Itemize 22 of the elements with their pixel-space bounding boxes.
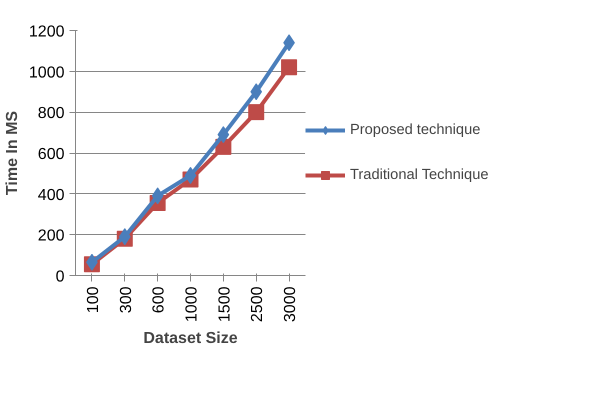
y-axis-title: Time In MS <box>4 110 21 196</box>
y-tick-label: 800 <box>38 105 65 122</box>
legend-label: Traditional Technique <box>350 167 489 183</box>
y-tick-label: 200 <box>38 228 65 245</box>
legend-label: Proposed technique <box>350 122 480 138</box>
y-tick-label: 600 <box>38 146 65 163</box>
x-tick-label: 300 <box>118 286 135 314</box>
y-tick-label: 1000 <box>28 64 65 82</box>
x-tick-label: 3000 <box>282 286 300 322</box>
point <box>118 228 131 246</box>
x-tick-label: 600 <box>150 286 168 314</box>
x-tick-label: 1500 <box>216 286 234 322</box>
point <box>281 59 298 76</box>
x-axis-title: Dataset Size <box>143 330 238 348</box>
x-tick-label: 1000 <box>184 286 200 322</box>
x-tick-label: 2500 <box>249 286 266 322</box>
point <box>248 104 264 120</box>
x-tick-label: 100 <box>84 286 102 314</box>
y-tick-label: 0 <box>56 268 65 286</box>
y-tick-label: 1200 <box>28 24 65 40</box>
y-tick-label: 400 <box>38 186 65 204</box>
point <box>250 83 262 100</box>
